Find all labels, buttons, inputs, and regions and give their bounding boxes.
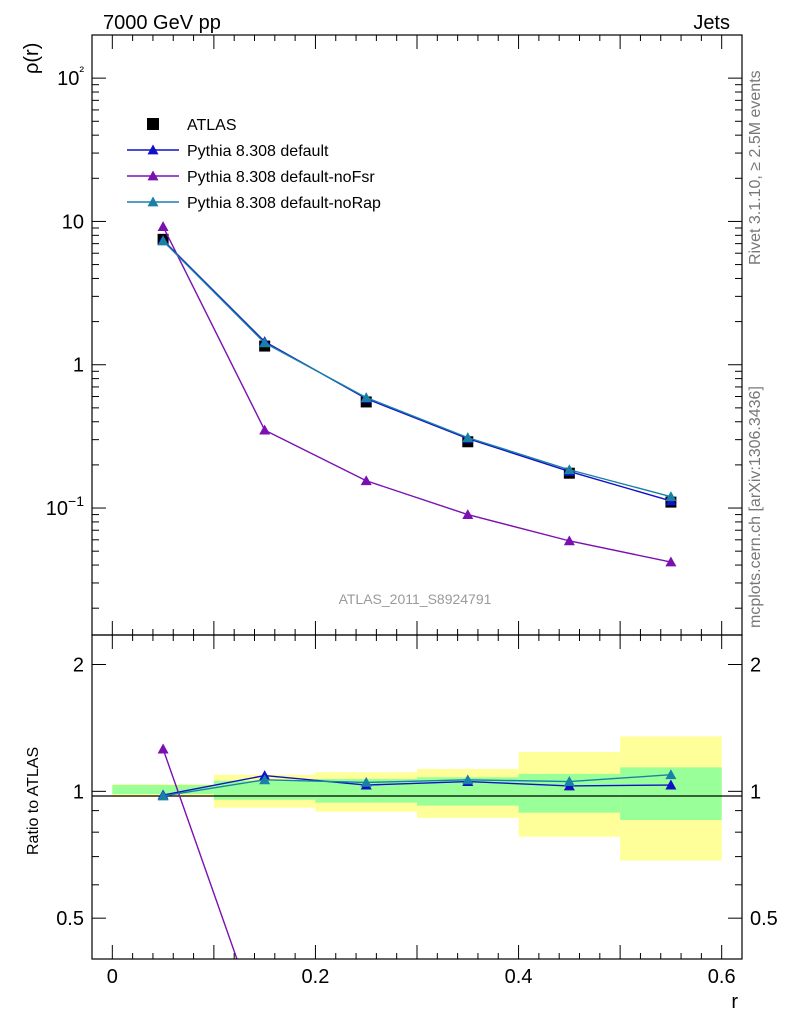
main-series-marker-2 [259, 424, 271, 435]
legend-marker [147, 196, 159, 207]
main-y-tick-label: 10−1 [46, 493, 84, 520]
main-y-tick-label: 10² [57, 63, 84, 90]
ratio-series-marker-1 [157, 743, 169, 754]
header-right: Jets [693, 12, 730, 34]
ratio-ticks: 0.5 0.5 1 1 2 2 0 0.2 0.4 0.6 [56, 635, 778, 988]
ratio-x-tick-label: 0.4 [505, 966, 533, 988]
main-y-tick-label: 10 [62, 211, 84, 233]
mcplots-label: mcplots.cern.ch [arXiv:1306.3436] [747, 386, 764, 628]
main-series-marker-3 [360, 392, 372, 402]
legend-marker [147, 144, 159, 155]
ratio-x-tick-label: 0.6 [708, 966, 736, 988]
ratio-y-tick-label: 2 [73, 655, 84, 677]
main-series-line-1 [162, 239, 672, 502]
ratio-band-inner [213, 780, 316, 800]
ratio-bands [112, 736, 722, 861]
main-series-line-2 [162, 226, 672, 563]
legend-marker-atlas [147, 118, 159, 130]
ratio-y-tick-label-right: 2 [750, 655, 761, 677]
ratio-ylabel: Ratio to ATLAS [25, 747, 42, 855]
ratio-x-tick-label: 0.2 [302, 966, 330, 988]
main-series-marker-2 [462, 509, 474, 519]
ratio-series-marker-2 [563, 776, 575, 786]
legend-label: Pythia 8.308 default-noFsr [187, 169, 375, 186]
main-series-marker-3 [462, 432, 474, 443]
ratio-series [157, 743, 677, 959]
header-left: 7000 GeV pp [103, 12, 221, 34]
ratio-y-tick-label-right: 0.5 [750, 908, 778, 930]
main-series-marker-3 [563, 464, 575, 475]
legend: ATLAS Pythia 8.308 default Pythia 8.308 de… [127, 117, 381, 212]
rivet-label: Rivet 3.1.10, ≥ 2.5M events [747, 70, 764, 265]
x-axis-label: r [731, 991, 738, 1013]
legend-label: Pythia 8.308 default-noRap [187, 195, 381, 212]
ratio-series-marker-2 [259, 774, 271, 785]
ratio-band-inner [315, 778, 417, 803]
analysis-id: ATLAS_2011_S8924791 [339, 591, 492, 607]
ratio-series-marker-2 [360, 776, 372, 787]
ratio-frame [91, 634, 743, 960]
main-y-tick-label: 1 [73, 355, 84, 377]
ratio-series-marker-2 [462, 774, 474, 785]
ratio-y-tick-label: 0.5 [56, 908, 84, 930]
ratio-series-marker-2 [665, 769, 677, 780]
legend-label: Pythia 8.308 default [187, 143, 329, 160]
main-series-marker-3 [259, 337, 271, 348]
ratio-panel: 0.5 0.5 1 1 2 2 0 0.2 0.4 0.6 [56, 634, 778, 988]
main-ylabel: ρ(r) [21, 43, 43, 74]
main-series-marker-2 [563, 535, 575, 546]
ratio-y-tick-label-right: 1 [750, 781, 761, 803]
ratio-series-marker-0 [665, 779, 677, 790]
main-series-marker-3 [157, 235, 169, 246]
main-series-marker-2 [665, 556, 677, 567]
ratio-series-marker-2 [157, 790, 169, 801]
ratio-series-line-0 [162, 774, 671, 796]
ratio-y-tick-label: 1 [73, 781, 84, 803]
main-series-line-3 [162, 240, 672, 498]
main-series-marker-2 [360, 475, 372, 486]
main-series [157, 221, 677, 567]
ratio-series-line-2 [162, 774, 671, 797]
ratio-series-group [157, 743, 677, 959]
ratio-x-tick-label: 0 [107, 966, 118, 988]
legend-marker [147, 170, 159, 181]
legend-label: ATLAS [187, 117, 237, 134]
main-series-marker-2 [157, 221, 169, 232]
main-series-marker-3 [665, 491, 677, 502]
